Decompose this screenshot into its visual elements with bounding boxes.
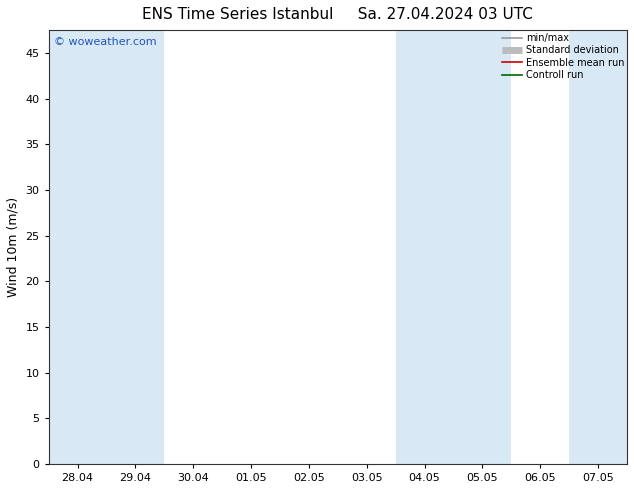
Bar xyxy=(453,30,512,464)
Title: ENS Time Series Istanbul     Sa. 27.04.2024 03 UTC: ENS Time Series Istanbul Sa. 27.04.2024 … xyxy=(143,7,533,22)
Bar xyxy=(396,30,453,464)
Bar xyxy=(107,30,164,464)
Y-axis label: Wind 10m (m/s): Wind 10m (m/s) xyxy=(7,197,20,297)
Legend: min/max, Standard deviation, Ensemble mean run, Controll run: min/max, Standard deviation, Ensemble me… xyxy=(502,33,624,80)
Bar xyxy=(49,30,107,464)
Bar xyxy=(569,30,627,464)
Text: © woweather.com: © woweather.com xyxy=(55,37,157,47)
